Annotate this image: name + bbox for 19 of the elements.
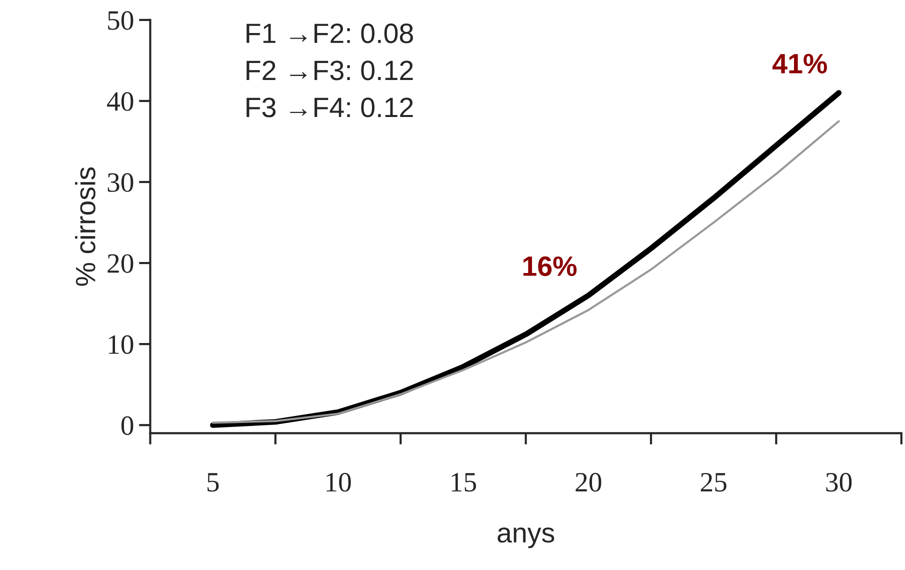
annotation: 41% [772, 54, 827, 74]
annotation: F1 →F2: 0.08 [246, 24, 413, 44]
x-tick-label: 5 [207, 473, 219, 492]
y-tick-label: 50 [108, 11, 134, 30]
x-tick-label: 20 [576, 472, 602, 492]
y-tick-label: 30 [108, 173, 134, 192]
annotation: F2 →F3: 0.12 [246, 60, 413, 80]
y-axis-title: % cirrosis [75, 167, 96, 286]
x-tick-label: 30 [826, 472, 852, 492]
y-tick-label: 10 [108, 335, 134, 354]
annotation: F3 →F4: 0.12 [246, 98, 413, 118]
x-tick-label: 15 [452, 473, 476, 492]
x-axis-title: anys [498, 527, 554, 548]
y-tick-label: 0 [121, 416, 134, 436]
y-tick-label: 20 [108, 254, 134, 273]
x-tick-label: 25 [700, 472, 726, 492]
y-tick-label: 40 [107, 92, 134, 111]
annotation: 16% [523, 256, 577, 276]
x-tick-label: 10 [326, 472, 351, 492]
